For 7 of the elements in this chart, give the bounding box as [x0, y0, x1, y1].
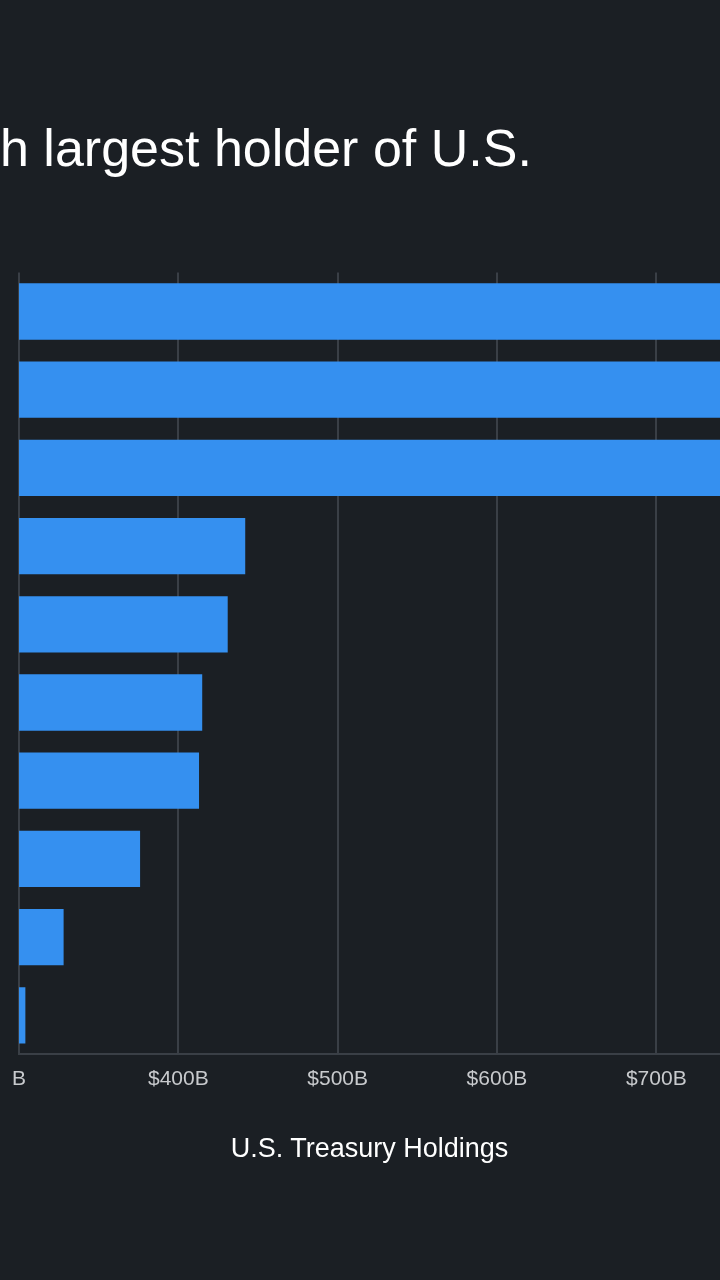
x-tick-label: $700B [625, 1065, 687, 1089]
x-tick-label: $500B [307, 1065, 369, 1089]
chart-title: h largest holder of U.S. [0, 118, 532, 177]
x-tick-label: $400B [147, 1065, 209, 1089]
x-tick-label: $600B [466, 1065, 528, 1089]
x-axis-title: U.S. Treasury Holdings [230, 1133, 509, 1164]
x-tick-label: B [12, 1065, 27, 1089]
